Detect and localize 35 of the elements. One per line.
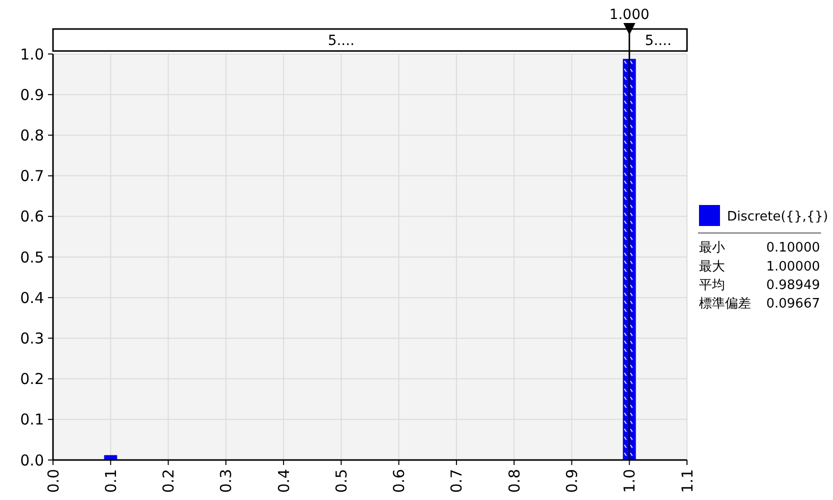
y-tick-label: 0.8 bbox=[20, 126, 44, 144]
y-tick-label: 0.4 bbox=[20, 288, 44, 307]
x-tick-label: 0.1 bbox=[102, 469, 120, 493]
y-tick-label: 0.7 bbox=[20, 167, 44, 186]
x-tick-label: 0.8 bbox=[505, 469, 524, 493]
text: 最小 bbox=[699, 240, 725, 256]
y-tick-label: 1.0 bbox=[20, 45, 44, 64]
ref-line-label: 1.000 bbox=[609, 7, 650, 23]
x-tick-label: 0.6 bbox=[390, 469, 408, 493]
y-tick-label: 0.3 bbox=[20, 329, 44, 348]
text: 1.00000 bbox=[766, 259, 820, 274]
text: 最大 bbox=[699, 259, 725, 274]
x-tick-label: 0.4 bbox=[274, 469, 293, 493]
x-tick-label: 0.9 bbox=[562, 469, 581, 493]
text: 5.... bbox=[328, 32, 355, 49]
text: 0.10000 bbox=[766, 240, 820, 256]
x-tick-label: 0.3 bbox=[217, 469, 236, 493]
x-tick-label: 1.0 bbox=[620, 469, 639, 493]
y-tick-label: 0.6 bbox=[20, 208, 44, 226]
y-tick-label: 0.5 bbox=[20, 248, 44, 266]
text: 0.09667 bbox=[766, 296, 820, 312]
text: 標準偏差 bbox=[699, 296, 751, 312]
text: 平均 bbox=[699, 278, 725, 293]
x-tick-label: 0.0 bbox=[44, 469, 62, 493]
x-tick-label: 0.2 bbox=[160, 469, 178, 493]
x-tick-label: 1.1 bbox=[678, 469, 696, 493]
text: 5.... bbox=[644, 32, 672, 49]
x-tick-label: 0.7 bbox=[448, 469, 466, 493]
y-tick-label: 0.1 bbox=[20, 410, 44, 429]
legend-label: Discrete({},{}) bbox=[727, 210, 828, 225]
text: 0.98949 bbox=[766, 278, 820, 293]
y-tick-label: 0.9 bbox=[20, 86, 44, 104]
y-tick-label: 0.2 bbox=[20, 370, 44, 388]
x-tick-label: 0.5 bbox=[332, 469, 350, 493]
y-tick-label: 0.0 bbox=[20, 451, 44, 470]
